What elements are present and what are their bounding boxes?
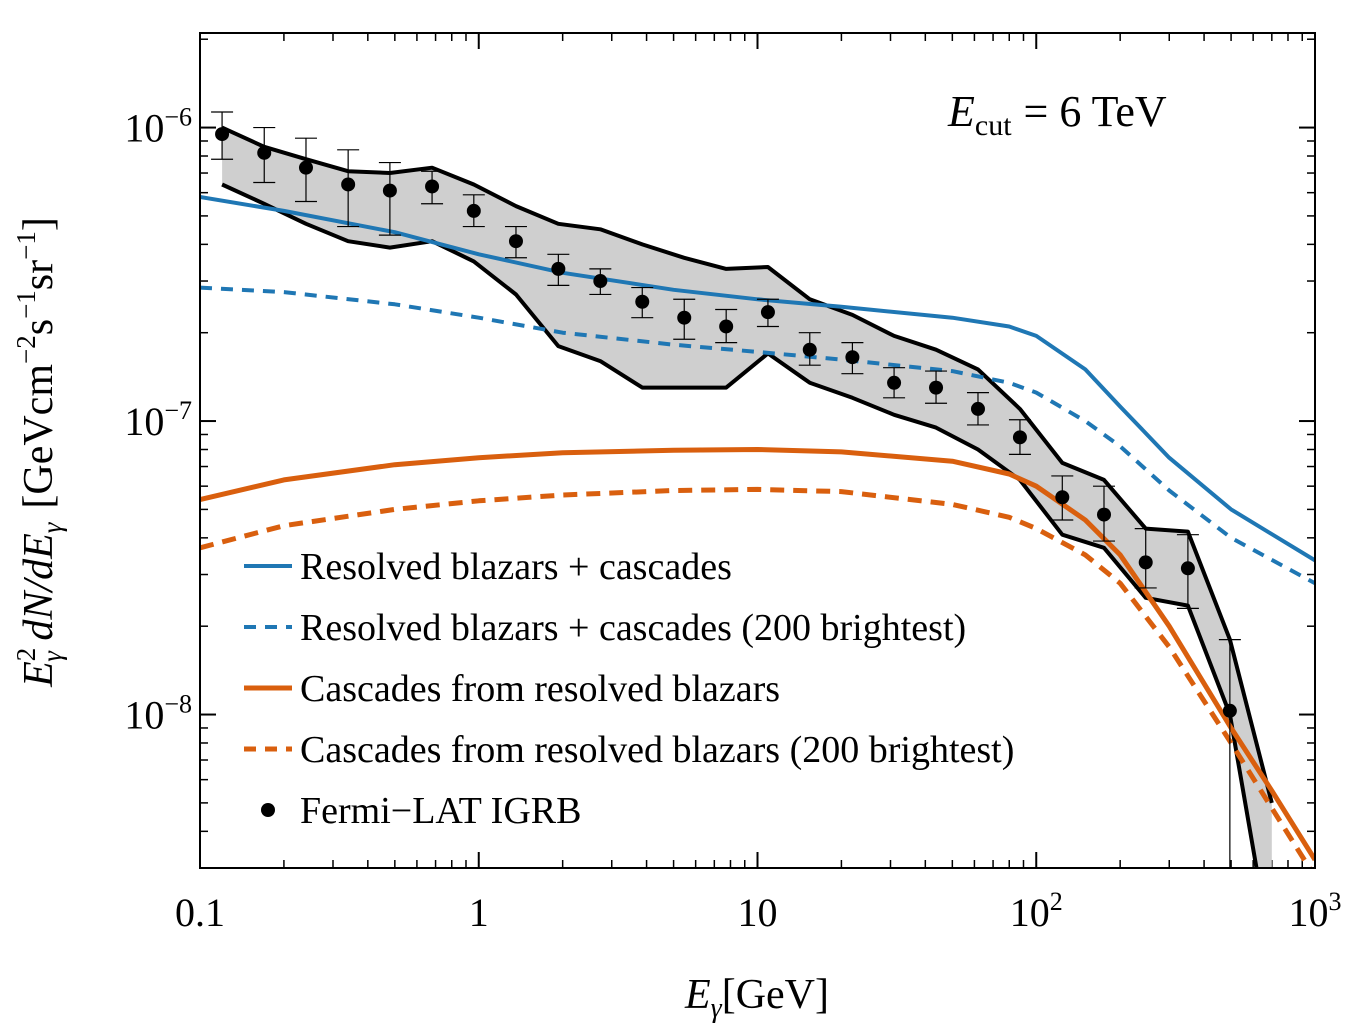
y-axis-label-exp1: −2 [11, 335, 41, 364]
y-tick-label: 10−7 [124, 396, 192, 444]
series-line-1 [200, 285, 1315, 586]
y-axis-label-close: ] [16, 217, 62, 231]
legend-label: Resolved blazars + cascades (200 brighte… [300, 607, 966, 649]
y-tick-label: 10−8 [124, 690, 192, 738]
x-tick-label-exp: 2 [1050, 887, 1063, 916]
y-tick-label: 10−6 [124, 103, 192, 151]
legend-item: Fermi−LAT IGRB [261, 790, 581, 832]
band-upper-edge [221, 125, 1274, 804]
points-layer [211, 111, 1241, 868]
y-tick-label-base: 10 [124, 106, 164, 151]
y-axis-label-s: s [16, 319, 62, 335]
annotation-rhs: = 6 TeV [1024, 87, 1167, 136]
x-tick-label-base: 10 [1010, 890, 1050, 935]
y-axis-label-exp2: −1 [11, 290, 41, 319]
series-line-3 [200, 486, 1313, 868]
x-tick-label: 102 [1010, 887, 1063, 935]
data-point [257, 145, 272, 160]
data-point [1180, 561, 1195, 576]
band-lower-edge [221, 182, 1259, 868]
x-axis-label-main: E [684, 972, 711, 1018]
x-tick-label: 1 [469, 890, 489, 935]
legend-item: Resolved blazars + cascades [244, 546, 732, 588]
legend-label: Cascades from resolved blazars (200 brig… [300, 729, 1014, 771]
legend-label: Resolved blazars + cascades [300, 546, 732, 588]
x-tick-label: 0.1 [175, 890, 225, 935]
data-point [760, 305, 775, 320]
minor-ticks [200, 33, 1315, 869]
y-axis-label-exp3: −1 [11, 231, 41, 260]
x-tick-label: 10 [738, 890, 778, 935]
plot-area [200, 111, 1315, 868]
data-point [1055, 490, 1070, 505]
data-point [635, 294, 650, 309]
legend-item: Cascades from resolved blazars (200 brig… [244, 729, 1014, 771]
y-tick-label-exp: −6 [164, 103, 192, 132]
data-point [970, 401, 985, 416]
x-tick-labels: 0.1 1 10 102 103 [175, 887, 1342, 935]
y-axis-label-sup: 2 [11, 648, 41, 662]
data-point [1096, 507, 1111, 522]
y-tick-label-base: 10 [124, 399, 164, 444]
y-axis-label-mid: dN/dE [16, 533, 62, 651]
legend-item: Resolved blazars + cascades (200 brighte… [244, 607, 966, 649]
x-tick-label-exp: 3 [1329, 887, 1342, 916]
data-point [425, 179, 440, 194]
data-point [719, 319, 734, 334]
data-point [551, 261, 566, 276]
data-point [215, 127, 230, 142]
y-tick-label-exp: −7 [164, 396, 192, 425]
legend: Resolved blazars + cascades Resolved blaz… [244, 546, 1014, 832]
data-point [1012, 430, 1027, 445]
curve-layer [200, 195, 1315, 868]
data-point [802, 342, 817, 357]
series-line-2 [200, 447, 1315, 862]
legend-item: Cascades from resolved blazars [244, 668, 780, 710]
data-point [593, 274, 608, 289]
y-axis-label: E2γ dN/dEγ[GeVcm−2s−1sr−1] [11, 217, 67, 688]
data-point [929, 380, 944, 395]
x-tick-label-base: 0.1 [175, 890, 225, 935]
y-axis-label-sub: γ [37, 650, 67, 662]
x-tick-label-base: 10 [738, 890, 778, 935]
x-tick-label-base: 10 [1289, 890, 1329, 935]
legend-swatch-marker [261, 803, 275, 817]
y-axis-label-unit: [GeVcm [16, 364, 62, 509]
data-point [1138, 555, 1153, 570]
y-tick-label-base: 10 [124, 693, 164, 738]
legend-label: Fermi−LAT IGRB [300, 790, 581, 832]
x-tick-label-base: 1 [469, 890, 489, 935]
x-axis-label-unit: [GeV] [722, 972, 829, 1018]
annotation-ecut: Ecut = 6 TeV [947, 87, 1167, 142]
data-point [1222, 703, 1237, 718]
legend-label: Cascades from resolved blazars [300, 668, 780, 710]
x-tick-label: 103 [1289, 887, 1342, 935]
y-axis-label-lhs: E [16, 661, 62, 688]
data-point [845, 350, 860, 365]
annotation-sub: cut [975, 109, 1012, 142]
data-point [508, 234, 523, 249]
x-axis-label: Eγ[GeV] [684, 972, 829, 1024]
y-tick-labels: 10−610−710−8 [124, 103, 192, 738]
data-point [298, 160, 313, 175]
series-line-0 [200, 195, 1315, 563]
data-point [677, 310, 692, 325]
y-axis-label-sub2: γ [37, 521, 67, 533]
x-axis-label-sub: γ [711, 993, 723, 1024]
data-point [382, 183, 397, 198]
plot-frame [199, 32, 1316, 869]
data-point [341, 177, 356, 192]
annotation-lhs: E [947, 87, 975, 136]
y-axis-label-sr: sr [16, 260, 62, 290]
data-point [466, 203, 481, 218]
y-tick-label-exp: −8 [164, 690, 192, 719]
data-point [887, 375, 902, 390]
